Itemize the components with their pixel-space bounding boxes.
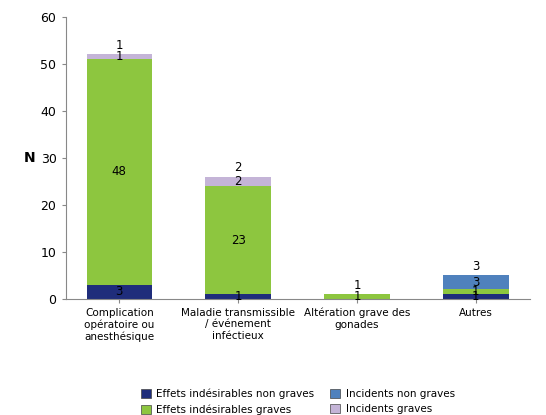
Text: 2: 2 bbox=[234, 175, 242, 188]
Bar bbox=[87, 285, 152, 299]
Text: 23: 23 bbox=[231, 234, 246, 247]
Text: 1: 1 bbox=[353, 279, 361, 292]
Bar bbox=[443, 289, 508, 294]
Text: 2: 2 bbox=[234, 161, 242, 174]
Text: 1: 1 bbox=[472, 285, 479, 298]
Text: 3: 3 bbox=[472, 276, 479, 289]
Text: 1: 1 bbox=[234, 290, 242, 303]
Text: 1: 1 bbox=[353, 290, 361, 303]
Bar bbox=[324, 294, 390, 299]
Bar bbox=[443, 275, 508, 289]
Bar bbox=[205, 294, 271, 299]
Text: 48: 48 bbox=[112, 165, 127, 178]
Y-axis label: N: N bbox=[23, 151, 35, 165]
Bar bbox=[205, 176, 271, 186]
Text: 3: 3 bbox=[116, 285, 123, 298]
Text: 1: 1 bbox=[472, 290, 479, 303]
Bar bbox=[87, 59, 152, 285]
Legend: Effets indésirables non graves, Effets indésirables graves, Incidents non graves: Effets indésirables non graves, Effets i… bbox=[140, 389, 455, 415]
Bar bbox=[205, 186, 271, 294]
Text: 1: 1 bbox=[116, 50, 123, 63]
Bar bbox=[87, 54, 152, 59]
Text: 1: 1 bbox=[116, 39, 123, 52]
Text: 3: 3 bbox=[472, 260, 479, 273]
Bar bbox=[443, 294, 508, 299]
